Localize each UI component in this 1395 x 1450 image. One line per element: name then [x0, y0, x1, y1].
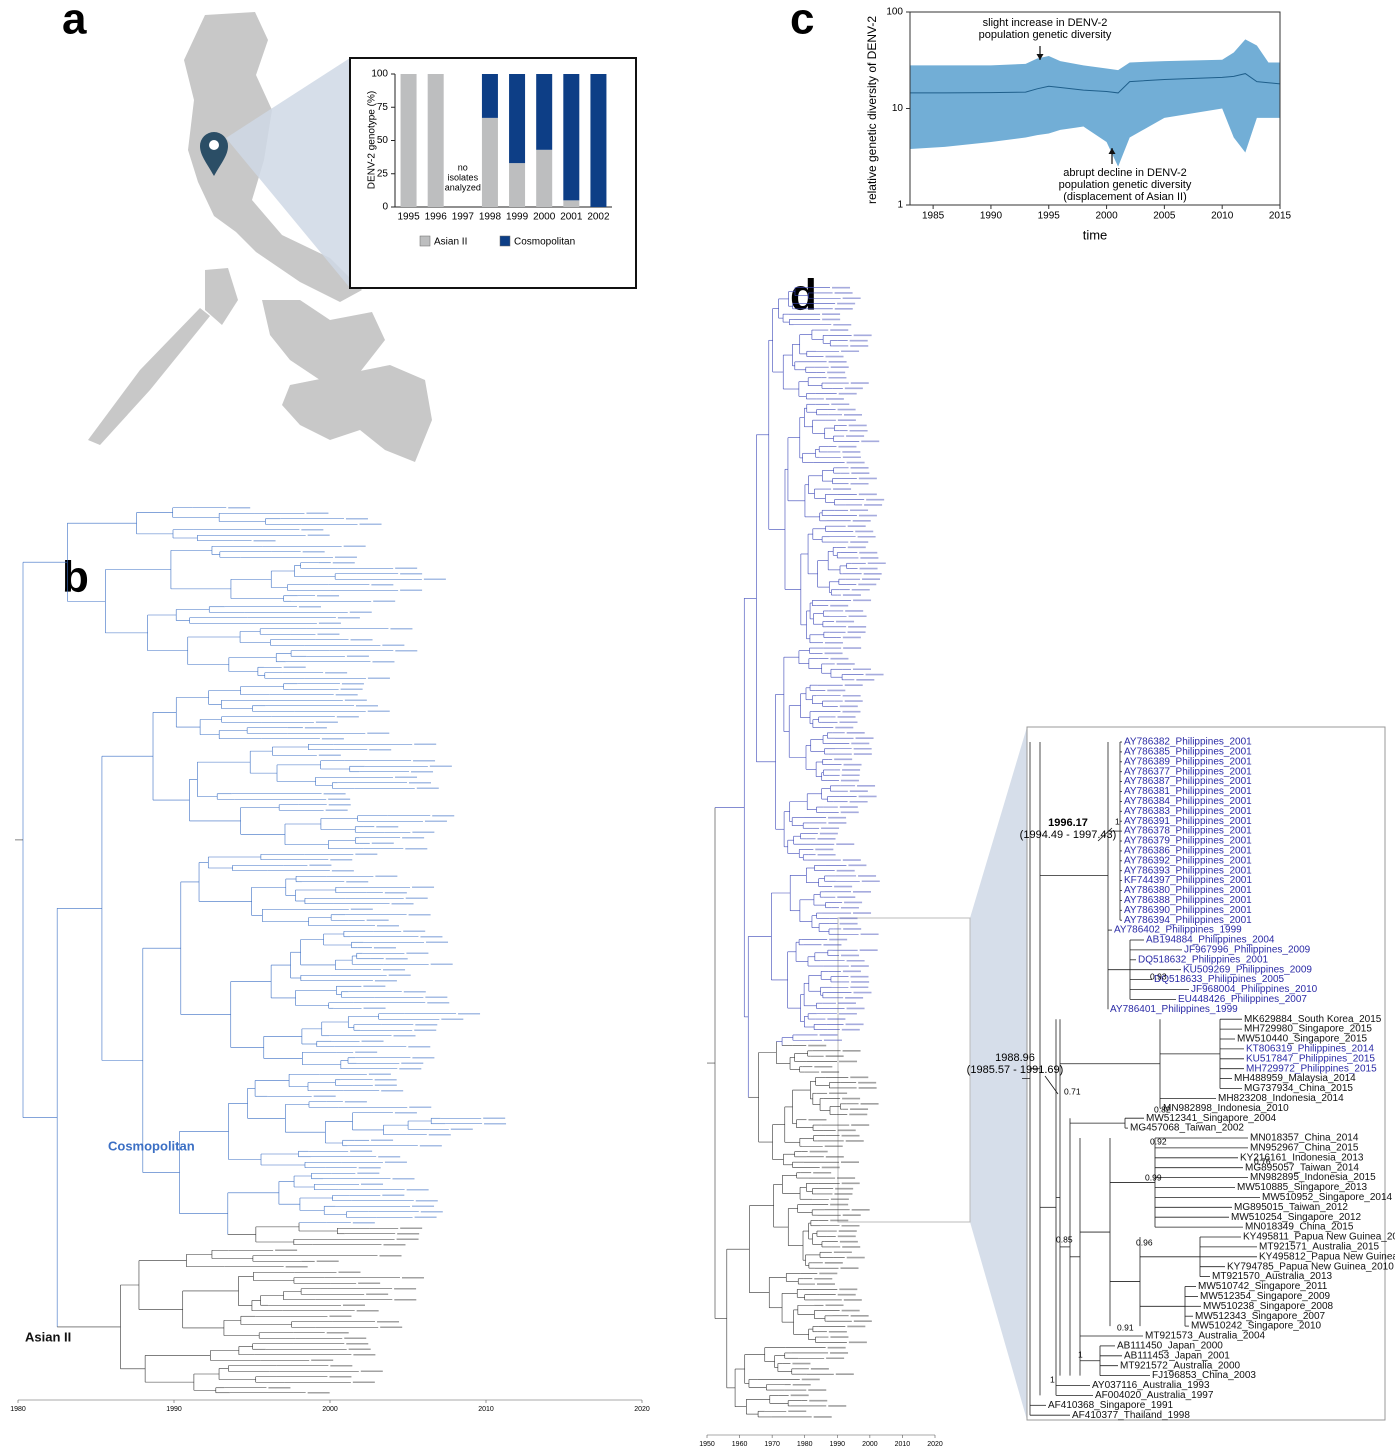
y-tick-label: 10 [892, 103, 904, 114]
node-hpd: (1994.49 - 1997.43) [1020, 829, 1117, 841]
annotation: isolates [448, 172, 479, 182]
support-value: 0.85 [1056, 1234, 1073, 1244]
bar-segment [590, 74, 606, 207]
node-hpd: (1985.57 - 1991.69) [967, 1064, 1064, 1076]
support-value: 0.96 [1136, 1237, 1153, 1247]
y-axis-title: relative genetic diversity of DENV-2 [865, 16, 879, 204]
x-tick-label: 2020 [927, 1441, 943, 1448]
x-tick-label: 2002 [587, 212, 610, 223]
clade-label: Asian II [25, 1329, 71, 1344]
support-value: 1 [1078, 1349, 1083, 1359]
x-axis-title: time [1083, 227, 1108, 242]
annotation: population genetic diversity [1059, 179, 1192, 191]
y-axis-title: DENV-2 genotype (%) [367, 91, 378, 189]
map-pin-hole [209, 140, 219, 150]
y-tick-label: 50 [377, 135, 389, 146]
support-value: 1 [1115, 816, 1120, 826]
clade-label: Cosmopolitan [108, 1138, 195, 1153]
y-tick-label: 100 [886, 7, 903, 18]
support-value: 0.71 [1064, 1086, 1081, 1096]
support-value: 0.92 [1150, 1136, 1167, 1146]
x-tick-label: 1990 [829, 1441, 845, 1448]
figure: a b c d 0 25 50 75 100 DENV-2 genotype (%) 199… [0, 0, 1395, 1450]
bar-segment [482, 118, 498, 207]
x-tick-label: 2005 [1153, 211, 1176, 222]
support-value: 0.82 [1154, 1104, 1171, 1114]
panel-label: a [62, 0, 87, 44]
annotation: no [458, 162, 468, 172]
x-tick-label: 2015 [1269, 211, 1292, 222]
bar-segment [563, 200, 579, 207]
node-date: 1988.96 [995, 1052, 1035, 1064]
legend-label: Cosmopolitan [514, 237, 575, 248]
x-tick-label: 2000 [322, 1406, 338, 1413]
zoom-box [838, 918, 970, 1222]
x-tick-label: 2000 [533, 212, 556, 223]
bar-segment [563, 74, 579, 200]
bar-segment [509, 74, 525, 163]
annotation: slight increase in DENV-2 [983, 17, 1108, 29]
bar-segment [509, 163, 525, 207]
bar-segment [482, 74, 498, 118]
annotation: (displacement of Asian II) [1063, 191, 1187, 203]
x-tick-label: 1960 [732, 1441, 748, 1448]
y-tick-label: 0 [382, 202, 388, 213]
y-tick-label: 25 [377, 168, 389, 179]
support-value: 0.91 [1117, 1322, 1134, 1332]
x-tick-label: 1970 [764, 1441, 780, 1448]
x-tick-label: 2000 [862, 1441, 878, 1448]
diversity-band [910, 39, 1280, 166]
palawan [88, 308, 210, 445]
node-date: 1996.17 [1048, 817, 1088, 829]
annotation: abrupt decline in DENV-2 [1063, 167, 1187, 179]
bar-segment [536, 74, 552, 150]
x-tick-label: 1990 [166, 1406, 182, 1413]
x-tick-label: 2010 [478, 1406, 494, 1413]
panel-label: d [790, 271, 817, 320]
x-tick-label: 1980 [797, 1441, 813, 1448]
x-tick-label: 2020 [634, 1406, 650, 1413]
x-tick-label: 1950 [699, 1441, 715, 1448]
support-value: 1 [1050, 1374, 1055, 1384]
bar-segment [401, 74, 417, 207]
annotation: analyzed [445, 182, 481, 192]
panel-label: c [790, 0, 814, 44]
support-value: 0.76 [1254, 1156, 1271, 1166]
tip-label: AF410377_Thailand_1998 [1072, 1410, 1190, 1421]
x-tick-label: 1997 [452, 212, 475, 223]
support-value: 0.93 [1150, 971, 1167, 981]
x-tick-label: 2010 [1211, 211, 1234, 222]
visayas [262, 300, 385, 380]
x-tick-label: 1980 [10, 1406, 26, 1413]
mindanao [282, 365, 432, 462]
tip-label: MG457068_Taiwan_2002 [1130, 1123, 1244, 1134]
tip-label: AY786401_Philippines_1999 [1110, 1004, 1238, 1015]
mindoro [205, 268, 238, 325]
x-tick-label: 1998 [479, 212, 502, 223]
x-tick-label: 1996 [425, 212, 448, 223]
x-tick-label: 1995 [397, 212, 420, 223]
x-tick-label: 2001 [560, 212, 583, 223]
panel-label: b [62, 553, 89, 602]
x-tick-label: 1995 [1038, 211, 1061, 222]
y-tick-label: 75 [377, 102, 389, 113]
x-tick-label: 2000 [1095, 211, 1118, 222]
bar-segment [428, 74, 444, 207]
x-tick-label: 1990 [980, 211, 1003, 222]
x-tick-label: 1999 [506, 212, 529, 223]
y-tick-label: 1 [897, 200, 903, 211]
x-tick-label: 1985 [922, 211, 945, 222]
bar-segment [536, 150, 552, 207]
legend-label: Asian II [434, 237, 467, 248]
annotation: population genetic diversity [979, 29, 1112, 41]
legend-swatch [500, 236, 510, 246]
y-tick-label: 100 [371, 69, 388, 80]
legend-swatch [420, 236, 430, 246]
support-value: 0.99 [1145, 1172, 1162, 1182]
x-tick-label: 2010 [895, 1441, 911, 1448]
